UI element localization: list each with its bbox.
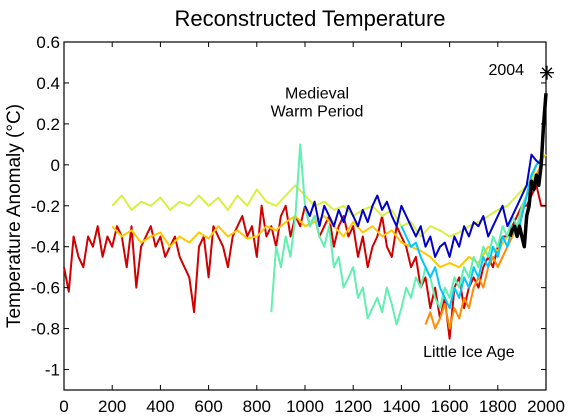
series-line-4 (270, 143, 542, 326)
y-tick-label: -0.8 (31, 320, 60, 339)
chart-title: Reconstructed Temperature (174, 6, 445, 31)
annotation-warm-period: Warm Period (271, 104, 364, 121)
series-line-6 (304, 153, 542, 258)
y-tick-label: 0.2 (36, 115, 60, 134)
x-tick-label: 1000 (286, 397, 324, 416)
y-tick-label: -0.4 (31, 238, 60, 257)
y-tick-label: 0.6 (36, 33, 60, 52)
x-tick-label: 200 (98, 397, 126, 416)
x-tick-label: 2000 (527, 397, 565, 416)
asterisk-stroke (541, 67, 553, 79)
x-tick-label: 1800 (479, 397, 517, 416)
x-tick-label: 0 (59, 397, 68, 416)
series-layer (63, 93, 548, 340)
x-ticks: 0 200 400 600 800 1000 1200 1400 1600 1800 2000 (59, 42, 565, 416)
x-tick-label: 1200 (334, 397, 372, 416)
x-tick-label: 1400 (382, 397, 420, 416)
y-tick-label: -0.6 (31, 279, 60, 298)
annotation-medieval: Medieval (285, 85, 349, 102)
x-tick-label: 800 (243, 397, 271, 416)
y-tick-label: -1 (45, 361, 60, 380)
asterisk-marker (539, 65, 554, 80)
x-tick-label: 600 (194, 397, 222, 416)
y-tick-label: -0.2 (31, 197, 60, 216)
x-tick-label: 1600 (431, 397, 469, 416)
y-tick-label: 0.4 (36, 74, 60, 93)
y-ticks: 0.6 0.4 0.2 0 -0.2 -0.4 -0.6 -0.8 -1 (31, 33, 546, 380)
y-tick-label: 0 (51, 156, 60, 175)
annotation-little-ice-age: Little Ice Age (423, 344, 515, 361)
series-line-7 (508, 93, 548, 249)
annotation-2004: 2004 (488, 62, 524, 79)
x-tick-label: 400 (146, 397, 174, 416)
y-axis-label: Temperature Anomaly (°C) (4, 104, 25, 328)
